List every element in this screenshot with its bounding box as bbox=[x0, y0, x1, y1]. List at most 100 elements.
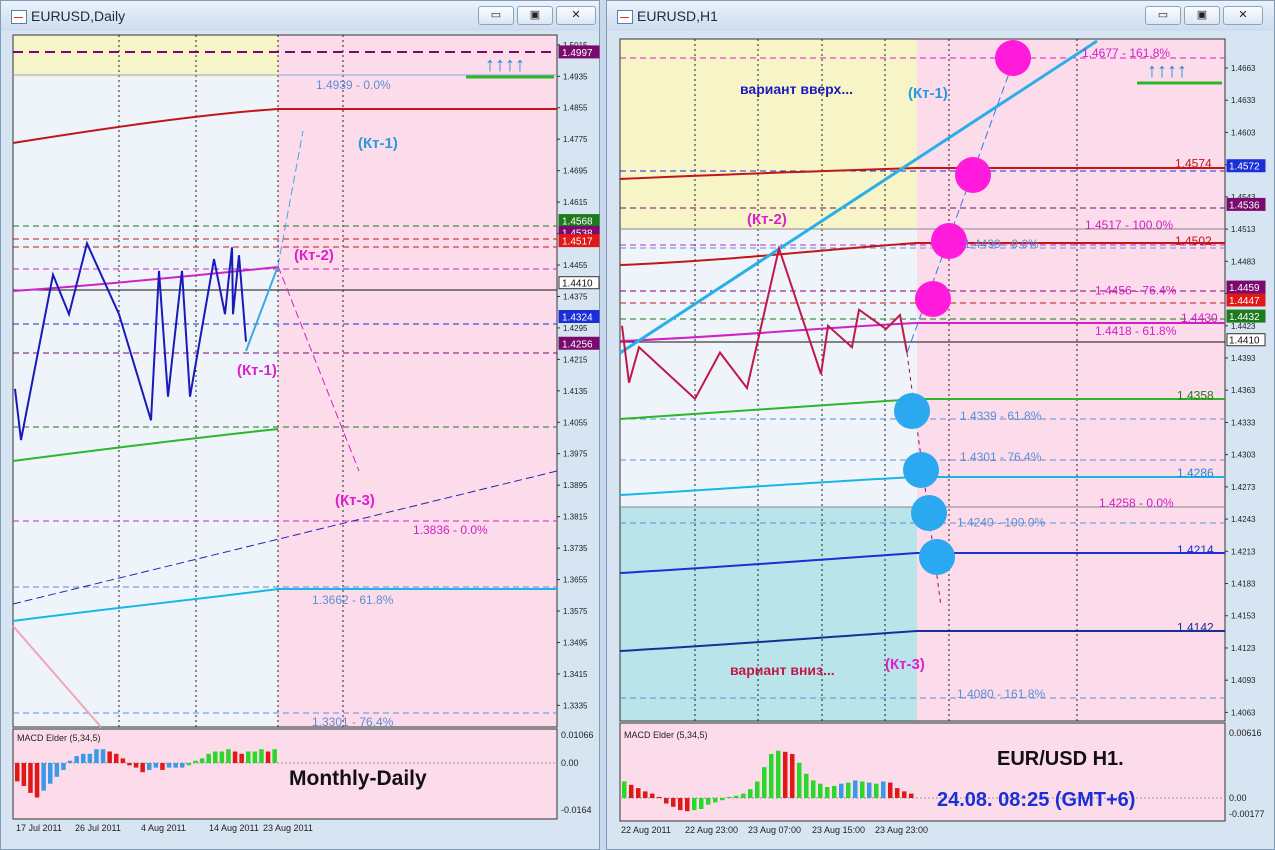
price-badge bbox=[558, 276, 600, 290]
price-badge-label: 1.4572 bbox=[1229, 162, 1260, 173]
y-tick-label: 1.4273 bbox=[1231, 483, 1256, 492]
level-label: 1.4240 - 100.0% bbox=[957, 515, 1045, 529]
y-tick-label: 1.4633 bbox=[1231, 96, 1256, 105]
y-tick-label: 1.4295 bbox=[563, 324, 588, 333]
annotation-label: (Кт-3) bbox=[885, 656, 925, 673]
macd-bar bbox=[67, 760, 73, 763]
macd-bar bbox=[107, 751, 112, 763]
macd-bar bbox=[48, 763, 53, 784]
macd-bar bbox=[650, 793, 655, 798]
macd-bar bbox=[846, 782, 851, 798]
price-badge-label: 1.4536 bbox=[1229, 200, 1260, 211]
level-label: 1.4339 - 61.8% bbox=[960, 409, 1042, 423]
y-tick-label: 1.3975 bbox=[563, 450, 588, 459]
zigzag-line bbox=[621, 244, 908, 401]
target-circle bbox=[931, 223, 967, 259]
macd-bar bbox=[252, 751, 258, 763]
maximize-button[interactable]: ▣ bbox=[517, 6, 553, 25]
price-badge bbox=[558, 310, 600, 324]
macd-bar bbox=[720, 798, 725, 801]
macd-bar bbox=[206, 753, 211, 763]
macd-bar bbox=[888, 782, 893, 798]
macd-bar bbox=[783, 751, 788, 798]
macd-bar bbox=[874, 783, 879, 798]
price-badge bbox=[558, 234, 600, 248]
up-arrows-icon: ↑↑↑↑ bbox=[1147, 60, 1187, 82]
macd-bar bbox=[762, 767, 767, 798]
macd-bar bbox=[120, 758, 126, 763]
main-plot-frame bbox=[12, 34, 558, 728]
price-badge bbox=[1226, 309, 1266, 323]
close-button[interactable]: ✕ bbox=[1223, 6, 1263, 25]
trend-line bbox=[619, 39, 1098, 355]
annotation-label: (Кт-3) bbox=[335, 492, 375, 509]
macd-bar bbox=[832, 785, 837, 798]
macd-bar bbox=[643, 791, 648, 798]
macd-bar bbox=[867, 782, 872, 798]
close-button[interactable]: ✕ bbox=[556, 6, 596, 25]
ma-red bbox=[619, 242, 1225, 266]
annotation-label: (Кт-2) bbox=[747, 211, 787, 228]
level-label: 1.4214 bbox=[1177, 543, 1214, 557]
indicator-tick: 0.00 bbox=[1229, 793, 1247, 803]
indicator-tick: 0.00616 bbox=[1229, 728, 1262, 738]
macd-bar bbox=[173, 763, 178, 768]
macd-bar bbox=[147, 763, 152, 770]
macd-bar bbox=[825, 787, 830, 798]
price-badge bbox=[558, 45, 600, 59]
window-titlebar[interactable]: EURUSD,H1 ▭ ▣ ✕ bbox=[607, 1, 1274, 31]
macd-bar bbox=[881, 781, 886, 798]
macd-bar bbox=[699, 798, 704, 809]
maximize-button[interactable]: ▣ bbox=[1184, 6, 1220, 25]
ma-navy bbox=[619, 630, 1225, 652]
up-arrows-icon: ↑↑↑↑ bbox=[485, 54, 525, 76]
macd-bar bbox=[797, 762, 802, 798]
y-tick-label: 1.4215 bbox=[563, 355, 588, 364]
indicator-tick: 0.00 bbox=[561, 758, 579, 768]
x-tick-label: 17 Jul 2011 bbox=[16, 823, 62, 833]
y-tick-label: 1.4135 bbox=[563, 387, 588, 396]
y-tick-label: 1.4393 bbox=[1231, 354, 1256, 363]
x-tick-label: 23 Aug 15:00 bbox=[812, 825, 865, 835]
level-label: 1.4430 bbox=[1181, 311, 1218, 325]
minimize-button[interactable]: ▭ bbox=[1145, 6, 1181, 25]
macd-bar bbox=[706, 798, 711, 805]
x-tick-label: 26 Jul 2011 bbox=[75, 823, 121, 833]
window-titlebar[interactable]: EURUSD,Daily ▭ ▣ ✕ bbox=[1, 1, 599, 31]
macd-bar bbox=[734, 795, 739, 798]
macd-bar bbox=[100, 749, 106, 763]
macd-bar bbox=[769, 754, 774, 798]
y-tick-label: 1.3815 bbox=[563, 513, 588, 522]
minimize-button[interactable]: ▭ bbox=[478, 6, 514, 25]
level-label: 1.3836 - 0.0% bbox=[413, 523, 488, 537]
y-tick-label: 1.4333 bbox=[1231, 418, 1256, 427]
target-circle bbox=[903, 452, 939, 488]
target-circle bbox=[911, 495, 947, 531]
price-badge-label: 1.4324 bbox=[562, 313, 593, 324]
y-tick-label: 1.4153 bbox=[1231, 612, 1256, 621]
macd-bar bbox=[895, 788, 900, 798]
ma-magenta bbox=[12, 266, 279, 292]
macd-bar bbox=[127, 763, 132, 766]
macd-bar bbox=[213, 751, 218, 763]
projection-up bbox=[245, 265, 279, 352]
price-badge-label: 1.4256 bbox=[562, 339, 593, 350]
y-tick-label: 1.3415 bbox=[563, 670, 588, 679]
macd-bar bbox=[140, 763, 145, 773]
macd-bar bbox=[790, 754, 795, 798]
macd-bar bbox=[61, 763, 66, 770]
macd-bar bbox=[54, 763, 60, 777]
price-badge-label: 1.4538 bbox=[562, 228, 593, 239]
level-label: 1.4502 bbox=[1175, 234, 1212, 248]
macd-bar bbox=[804, 773, 809, 798]
macd-bar bbox=[776, 750, 781, 798]
indicator-tick: -0.0164 bbox=[561, 805, 592, 815]
macd-bar bbox=[265, 751, 271, 763]
daily-chart[interactable]: ↑↑↑↑ 1.4939 - 0.0% 1.3836 - 0.0% 1.3662 … bbox=[1, 31, 601, 849]
ma-red bbox=[12, 108, 557, 144]
level-label: 1.4286 bbox=[1177, 466, 1214, 480]
macd-bar bbox=[636, 788, 641, 798]
y-tick-label: 1.4303 bbox=[1231, 451, 1256, 460]
annotation-label: (Кт-1) bbox=[237, 362, 277, 379]
h1-chart[interactable]: ↑↑↑↑ 1.4677 - 161.8% 1.4574 1.4517 - 100.0… bbox=[607, 31, 1275, 849]
